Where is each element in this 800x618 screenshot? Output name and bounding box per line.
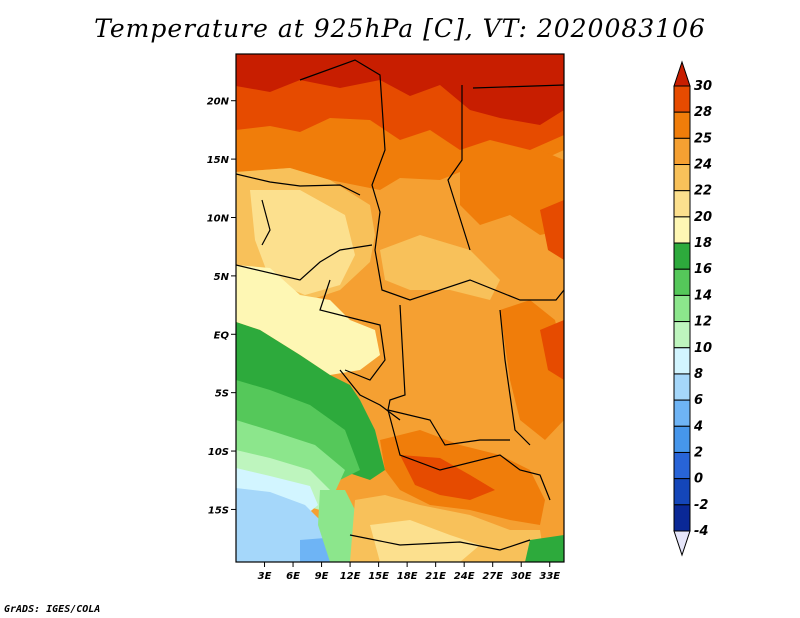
colorbar-swatch [673,190,691,218]
colorbar-label: 14 [694,288,712,303]
colorbar-swatch [673,321,691,349]
colorbar-swatch [673,347,691,375]
map-title: Temperature at 925hPa [C], VT: 202008310… [94,14,706,43]
lat-tick-label: 10S [208,447,229,458]
colorbar-swatch [673,164,691,192]
temperature-field [236,54,564,562]
axis-labels: 3E 6E 9E 12E 15E 18E 21E 24E 27E 30E 33E 20N 15N 10N 5… [207,97,561,582]
colorbar-swatch [673,137,691,166]
colorbar-label: -2 [694,498,708,513]
colorbar-label: 28 [694,105,712,120]
map-frame [235,53,565,563]
lon-tick-label: 27E [482,571,503,582]
colorbar-label: 2 [694,445,703,460]
lon-tick-label: 3E [258,571,272,582]
lat-tick-label: EQ [214,330,230,341]
lon-tick-label: 33E [539,571,560,582]
colorbar-swatch [673,373,691,401]
axis-ticks [231,100,551,567]
colorbar-swatch [673,294,691,323]
colorbar-label: 10 [694,341,712,356]
lat-tick-label: 5S [215,389,229,400]
colorbar-label: 0 [694,472,703,487]
lon-tick-label: 18E [397,571,418,582]
colorbar-swatch [673,242,691,270]
lon-tick-label: 30E [511,571,532,582]
lat-tick-label: 5N [214,272,230,283]
colorbar-swatch [673,268,691,296]
colorbar-label: 20 [694,210,712,225]
lon-tick-label: 12E [340,571,361,582]
colorbar-label: 30 [694,79,712,94]
colorbar-label: 25 [694,131,712,146]
lat-tick-label: 15N [207,155,230,166]
colorbar-swatch [673,425,691,453]
lon-tick-label: 9E [315,571,329,582]
country-borders [236,59,564,551]
colorbar-bottom-arrow [673,530,691,557]
colorbar-swatch [673,399,691,427]
lon-tick-label: 21E [425,571,446,582]
colorbar-swatch [673,451,691,480]
colorbar-label: 6 [694,393,703,408]
lat-tick-label: 20N [207,97,230,108]
colorbar-swatch [673,504,691,532]
colorbar-swatch [673,216,691,244]
colorbar-label: -4 [694,524,708,539]
colorbar-label: 8 [694,367,703,382]
colorbar-swatch [673,85,691,113]
lat-tick-label: 10N [207,213,230,224]
colorbar-label: 18 [694,236,712,251]
colorbar-label: 16 [694,262,712,277]
colorbar-label: 22 [694,184,712,199]
lon-tick-label: 24E [454,571,475,582]
lon-tick-label: 15E [368,571,389,582]
colorbar-label: 12 [694,315,712,330]
lat-tick-label: 15S [208,505,229,516]
colorbar-swatch [673,111,691,139]
colorbar-label: 24 [694,158,712,173]
colorbar-swatch [673,478,691,506]
lon-tick-label: 6E [286,571,300,582]
colorbar-label: 4 [693,419,703,434]
grads-credit: GrADS: IGES/COLA [4,604,101,615]
colorbar-top-arrow [673,60,691,87]
